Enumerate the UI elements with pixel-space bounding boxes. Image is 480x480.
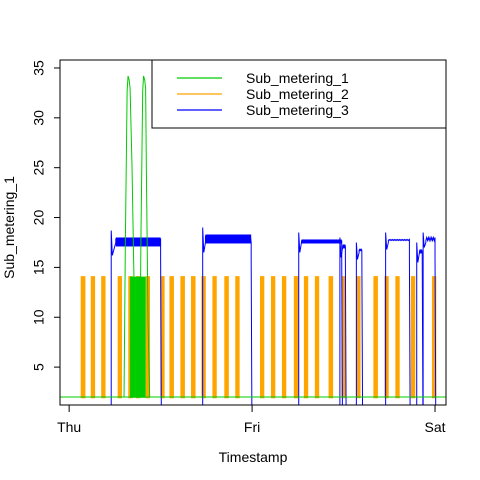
y-axis: 5 10 15 20 25 30 35 (31, 60, 60, 371)
series-3-band (301, 239, 342, 244)
x-axis-title: Timestamp (219, 449, 288, 465)
series-2-burst (169, 276, 174, 399)
series-2-burst (281, 276, 287, 399)
y-tick-label: 30 (31, 110, 47, 126)
legend-entry-label: Sub_metering_1 (246, 70, 349, 86)
series-3-band (388, 239, 410, 241)
y-tick-label: 15 (31, 259, 47, 275)
series-sub-metering-1 (60, 75, 446, 398)
series-3-band (342, 244, 346, 249)
series-2-burst (224, 276, 229, 399)
series-2-burst (293, 276, 299, 399)
series-1-burst (135, 276, 139, 398)
series-3-segment (422, 232, 437, 405)
legend-entry-label: Sub_metering_3 (246, 102, 349, 118)
x-tick-label: Sat (425, 419, 446, 435)
series-3-band (115, 237, 161, 247)
series-3-band (419, 249, 423, 254)
series-2-burst (212, 276, 217, 399)
series-2-burst (341, 276, 346, 399)
series-1-peak (123, 75, 138, 398)
series-1-burst (142, 276, 146, 398)
x-axis: Thu Fri Sat (57, 404, 446, 435)
series-2-burst (90, 276, 96, 399)
y-tick-label: 10 (31, 309, 47, 325)
legend-entry-label: Sub_metering_2 (246, 86, 349, 102)
y-tick-label: 20 (31, 210, 47, 226)
y-tick-label: 5 (31, 363, 47, 371)
series-2-burst (395, 276, 400, 399)
series-2-burst (314, 276, 320, 399)
series-1-burst (140, 276, 144, 398)
y-tick-label: 35 (31, 60, 47, 76)
series-2-burst (356, 276, 361, 399)
series-2-burst (80, 276, 86, 399)
series-2-burst (410, 276, 416, 399)
series-2-burst (373, 276, 378, 399)
series-3-band (205, 234, 252, 244)
y-axis-title: Sub_metering_1 (1, 176, 17, 279)
series-2-burst (180, 276, 185, 399)
series-2-burst (328, 276, 334, 399)
series-3-band (359, 249, 362, 251)
x-tick-label: Fri (244, 419, 260, 435)
series-1-peak (139, 75, 151, 398)
series-sub-metering-3 (110, 227, 437, 405)
series-1-burst (130, 276, 134, 398)
series-2-burst (160, 276, 165, 399)
series-layer (60, 75, 446, 405)
series-2-burst (101, 276, 106, 399)
series-2-burst (191, 276, 196, 399)
y-tick-label: 25 (31, 160, 47, 176)
x-tick-label: Thu (57, 419, 81, 435)
series-2-burst (270, 276, 276, 399)
series-2-burst (117, 276, 122, 399)
series-2-burst (259, 276, 265, 399)
legend: Sub_metering_1Sub_metering_2Sub_metering… (151, 59, 447, 129)
series-2-burst (303, 276, 309, 399)
series-2-burst (235, 276, 240, 399)
